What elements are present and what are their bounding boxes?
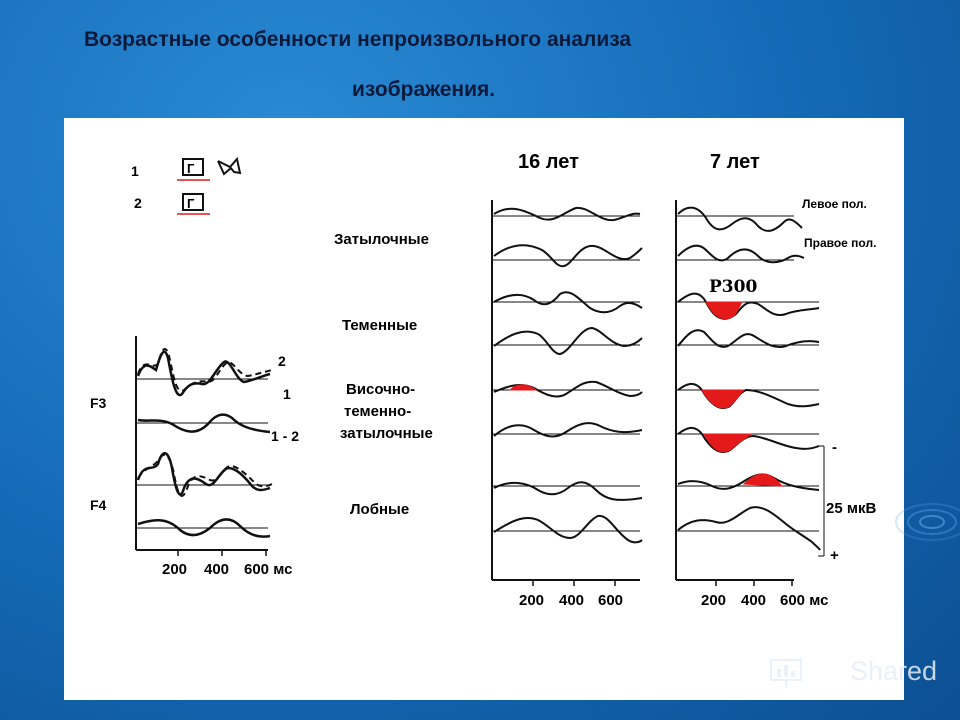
p300-label: Р300: [709, 277, 757, 297]
scale-plus: +: [830, 547, 839, 564]
right-tick-400: 400: [741, 592, 766, 609]
channel-label-f3: F3: [90, 395, 107, 411]
slide-title-line1: Возрастные особенности непроизвольного а…: [84, 28, 632, 51]
column-title-7: 7 лет: [710, 151, 760, 173]
p300-component-frontal: [742, 473, 784, 487]
erp-chart-7-years: [675, 200, 821, 586]
hemisphere-right-label: Правое пол.: [804, 236, 876, 250]
legend-num-2: 2: [134, 195, 142, 211]
svg-text:Г: Г: [187, 161, 195, 176]
mid-tick-600: 600: [598, 592, 623, 609]
p300-component-temporo-1: [701, 389, 746, 409]
slide-title-line2: изображения.: [352, 78, 496, 101]
left-tick-400: 400: [204, 561, 229, 578]
p300-component-occ: [705, 301, 743, 320]
curve-label-2: 2: [278, 353, 286, 369]
legend-num-1: 1: [131, 163, 139, 179]
right-tick-200: 200: [701, 592, 726, 609]
region-label-temporo-2: теменно-: [344, 403, 411, 420]
scale-bar: [818, 445, 825, 557]
hemisphere-left-label: Левое пол.: [802, 197, 867, 211]
figure-panel: 1 2 Г Г 2 1 1 - 2 F3 F4 200 400 600: [64, 118, 904, 700]
legend-glyph-1: Г: [177, 158, 210, 181]
erp-chart-16-years: [491, 200, 643, 586]
legend-distorted-shape-icon: [217, 156, 242, 176]
region-label-parietal: Теменные: [342, 317, 417, 334]
legend-glyph-2: Г: [177, 193, 210, 215]
region-label-frontal: Лобные: [350, 501, 409, 518]
column-title-16: 16 лет: [518, 151, 579, 173]
left-tick-200: 200: [162, 561, 187, 578]
watermark-text: Shared: [850, 656, 938, 686]
region-label-temporo-3: затылочные: [340, 425, 433, 442]
mid-tick-400: 400: [559, 592, 584, 609]
left-erp-chart: [135, 336, 273, 556]
p300-component-temporo-2: [703, 433, 753, 453]
svg-text:Г: Г: [187, 196, 195, 211]
left-tick-600: 600 мс: [244, 561, 292, 578]
right-tick-600: 600 мс: [780, 592, 828, 609]
region-label-temporo-1: Височно-: [346, 381, 415, 398]
curve-label-1-2: 1 - 2: [271, 428, 299, 444]
scale-minus: -: [832, 439, 837, 456]
ripple-decoration: [895, 503, 960, 541]
figure-svg: 1 2 Г Г 2 1 1 - 2 F3 F4 200 400 600: [90, 151, 876, 609]
presentation-icon: [770, 659, 802, 688]
red-component-16: [508, 384, 538, 391]
scale-value: 25 мкВ: [826, 500, 876, 517]
region-label-occipital: Затылочные: [334, 231, 429, 248]
curve-label-1: 1: [283, 386, 291, 402]
channel-label-f4: F4: [90, 497, 107, 513]
mid-tick-200: 200: [519, 592, 544, 609]
